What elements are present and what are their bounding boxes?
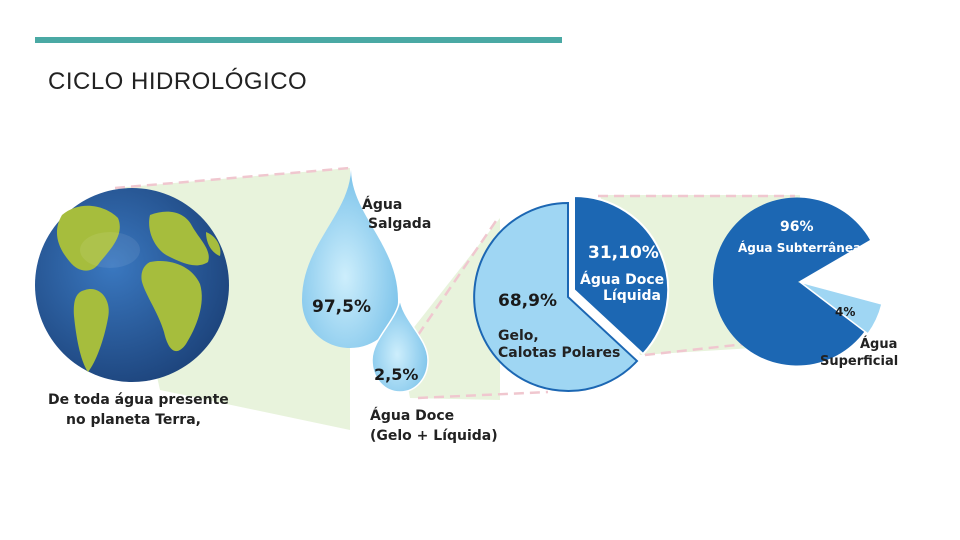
band-drop-pie-bottom [417, 390, 549, 400]
fresh-water-drop [371, 297, 429, 393]
pie1-liquid-label-line2: Líquida [603, 288, 661, 304]
pie2-groundwater-value: 96% [780, 219, 814, 235]
pie1-ice-slice [473, 201, 639, 392]
pie1-ice-label-line2: Calotas Polares [498, 345, 620, 361]
earth-caption-line1: De toda água presente [48, 392, 229, 408]
pie2-surface-slice [799, 281, 883, 336]
liquid-water-pie [712, 197, 883, 366]
slide-title: CICLO HIDROLÓGICO [48, 68, 308, 95]
pie1-liquid-label-line1: Água Doce [580, 271, 664, 288]
salt-label-line2: Salgada [368, 216, 431, 232]
pie1-ice-label-line1: Gelo, [498, 328, 539, 344]
pie1-ice-value: 68,9% [498, 291, 557, 311]
salt-label-line1: Água [362, 196, 402, 213]
fresh-label-line2: (Gelo + Líquida) [370, 428, 498, 444]
pie1-liquid-slice [573, 194, 670, 356]
pie2-surface-value: 4% [835, 305, 855, 319]
fresh-value: 2,5% [374, 365, 418, 384]
fresh-water-pie [473, 194, 670, 392]
earth-caption-line2: no planeta Terra, [66, 412, 201, 428]
pie2-groundwater-label: Água Subterrânea [738, 240, 861, 255]
pie2-groundwater-slice [712, 197, 876, 366]
pie1-liquid-value: 31,10% [588, 243, 659, 263]
band-drop-pie-top [416, 217, 500, 336]
fresh-label-line1: Água Doce [370, 407, 454, 424]
pie2-surface-label-line1: Água [860, 336, 897, 352]
salt-value: 97,5% [312, 297, 371, 317]
band-top-edge [114, 166, 351, 190]
pie2-surface-label-line2: Superficial [820, 354, 898, 369]
earth-globe [35, 188, 229, 382]
salt-water-drop [302, 170, 398, 348]
title-accent-bar [35, 37, 562, 43]
